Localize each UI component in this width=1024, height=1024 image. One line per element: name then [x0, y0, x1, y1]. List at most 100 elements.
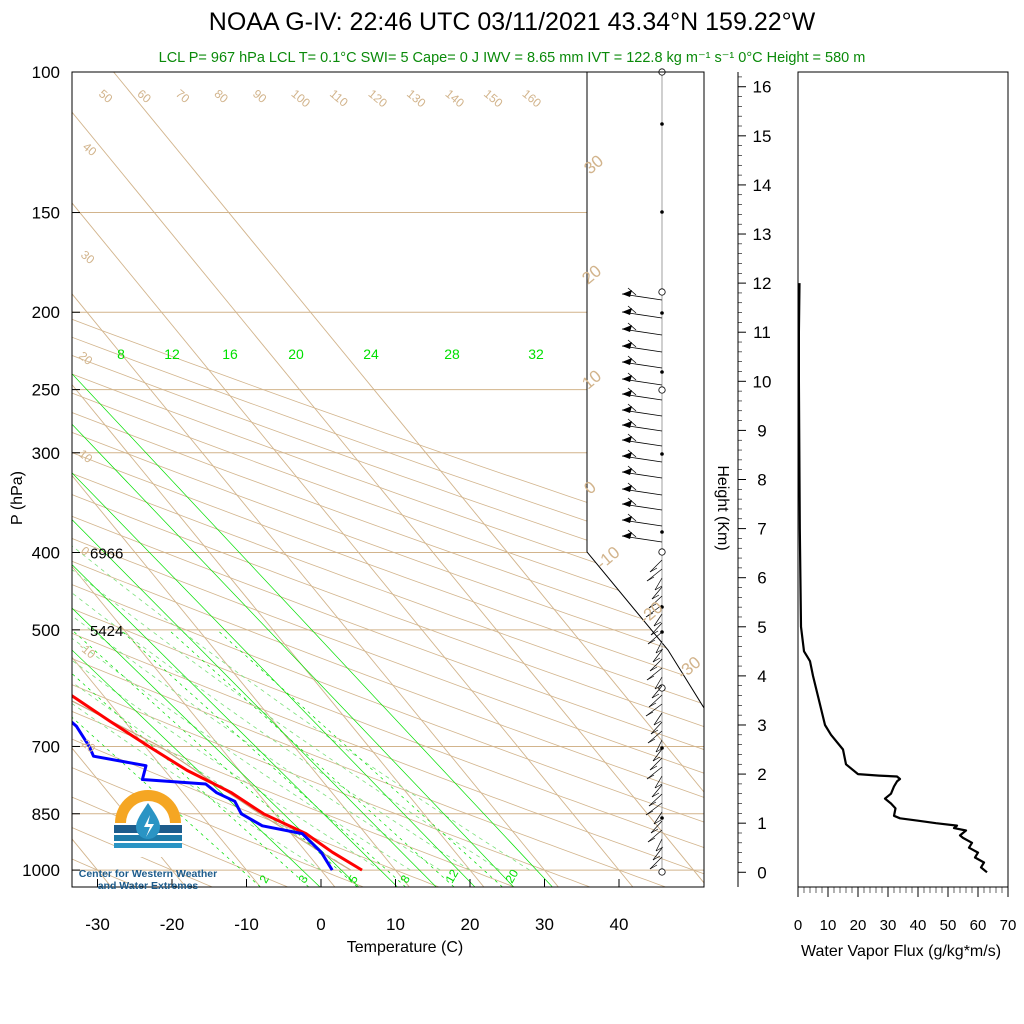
wv-tick-label: 50	[940, 917, 957, 934]
mixing-ratio-top-label: 8	[117, 346, 125, 362]
wind-barb-feather	[653, 621, 662, 627]
wind-barb-feather	[627, 418, 637, 427]
temperature-line	[72, 694, 363, 872]
isotherm-label: 110	[327, 87, 351, 110]
isotherm-label: 100	[289, 87, 314, 111]
pressure-tick-label: 200	[32, 303, 60, 322]
mixing-ratio-line	[72, 472, 476, 887]
wind-barb-feather	[654, 684, 663, 690]
wind-barb-feather	[651, 792, 660, 798]
mixing-ratio-line	[72, 607, 359, 887]
isotherm-line	[72, 293, 559, 887]
wind-level-dot	[660, 210, 664, 214]
wind-barb-flag	[622, 468, 632, 475]
isotherm-left-label: 20	[76, 349, 95, 369]
isotherm-line	[72, 474, 410, 887]
isotherm-left-label: 10	[76, 447, 95, 467]
wind-barb-feather	[647, 639, 656, 645]
chart-subtitle: LCL P= 967 hPa LCL T= 0.1°C SWI= 5 Cape=…	[158, 50, 866, 66]
wind-barb-shaft	[655, 838, 663, 852]
mixing-ratio-dashed-line	[168, 629, 455, 887]
isotherm-line	[72, 384, 485, 887]
wind-level-dot	[660, 311, 664, 315]
wind-barb-feather	[650, 828, 659, 834]
wind-calm-marker	[658, 386, 666, 394]
wind-barb-flag	[622, 485, 632, 492]
wind-barb-flag	[622, 500, 632, 507]
height-tick-label: 11	[753, 323, 771, 342]
wind-barb-feather	[627, 372, 637, 381]
wind-barb-feather	[627, 482, 637, 491]
wv-tick-label: 30	[880, 917, 897, 934]
wind-barb-shaft	[652, 748, 663, 762]
wind-level-dot	[660, 530, 664, 534]
wind-barb-feather	[651, 594, 660, 600]
isotherm-label: 150	[481, 87, 506, 111]
height-tick-label: 12	[753, 274, 772, 293]
mixing-ratio-top-label: 28	[444, 346, 460, 362]
wind-barb-shaft	[646, 766, 663, 780]
mixing-ratio-line	[72, 423, 514, 887]
wind-calm-marker	[658, 288, 666, 296]
height-axis-label: Height (Km)	[714, 465, 731, 550]
height-tick-label: 2	[757, 765, 766, 784]
height-tick-label: 3	[757, 716, 766, 735]
wind-barb-feather	[652, 657, 661, 663]
wv-tick-label: 60	[970, 917, 987, 934]
mixing-ratio-bottom-label: 5	[345, 872, 361, 885]
wind-barb-shaft	[650, 820, 663, 834]
mixing-ratio-dashed-line	[72, 629, 358, 887]
wind-barb-feather	[627, 287, 637, 296]
isotherm-line	[72, 202, 634, 887]
height-tick-label: 10	[753, 372, 772, 391]
mixing-ratio-top-label: 32	[528, 346, 544, 362]
dry-adiabat-line	[72, 767, 364, 887]
wind-barb-feather	[645, 612, 654, 618]
mixing-ratio-line	[72, 373, 553, 887]
wind-barb-feather	[652, 756, 661, 762]
height-annotation: 6966	[90, 545, 123, 562]
isotherm-label: 120	[366, 87, 391, 111]
wind-barb-flag	[622, 421, 632, 428]
wind-barb-shaft	[649, 757, 663, 771]
wind-barb-shaft	[654, 775, 663, 789]
wind-barb-flag	[622, 290, 632, 297]
mixing-ratio-dashed-line	[72, 716, 261, 887]
wind-barb-feather	[627, 497, 637, 506]
wind-barb-feather	[627, 433, 637, 442]
moist-adiabat-line	[72, 592, 471, 871]
isotherm-label: 160	[520, 87, 545, 111]
dry-adiabat-line	[72, 560, 704, 798]
mixing-ratio-line	[72, 519, 437, 887]
wind-barb-feather	[655, 747, 664, 753]
pressure-tick-label: 500	[32, 621, 60, 640]
height-tick-label: 8	[757, 471, 766, 490]
wind-barb-flag	[622, 308, 632, 315]
wind-barb-feather	[652, 855, 661, 861]
wind-barb-flag	[622, 406, 632, 413]
isotherm-line	[72, 111, 704, 884]
height-tick-label: 14	[753, 176, 772, 195]
wind-barb-shaft	[645, 703, 663, 717]
wind-barb-shaft	[654, 676, 663, 690]
isotherm-label: 130	[404, 87, 429, 111]
wind-barb-feather	[650, 729, 659, 735]
pressure-tick-label: 300	[32, 444, 60, 463]
skew-t-ylabel: P (hPa)	[9, 471, 26, 525]
wind-barb-feather	[627, 305, 637, 314]
wind-barb-flag	[622, 375, 632, 382]
isotherm-line	[72, 747, 187, 887]
mixing-ratio-line	[72, 564, 398, 887]
pressure-tick-label: 1000	[22, 861, 60, 880]
temperature-tick-label: -20	[160, 915, 185, 934]
wind-barb-flag	[622, 436, 632, 443]
wind-barb-feather	[627, 387, 637, 396]
isotherm-label: 60	[135, 87, 154, 107]
pressure-tick-label: 850	[32, 805, 60, 824]
wind-level-dot	[660, 370, 664, 374]
water-drop-logo-icon	[114, 790, 182, 857]
dry-adiabat-line	[72, 392, 704, 620]
mixing-ratio-bottom-label: 2	[256, 872, 272, 885]
height-annotation: 5424	[90, 623, 123, 640]
